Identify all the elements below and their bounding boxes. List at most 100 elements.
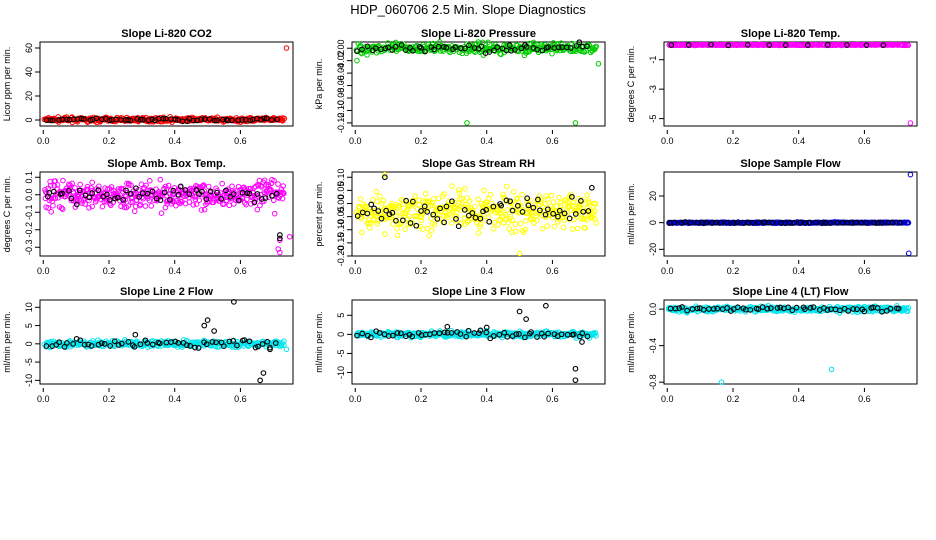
data-point-black xyxy=(246,338,253,345)
data-point xyxy=(577,204,584,211)
data-point-black xyxy=(827,220,834,226)
data-point xyxy=(412,193,419,199)
data-point-black xyxy=(718,220,724,226)
data-point xyxy=(279,195,286,202)
data-point xyxy=(464,219,471,225)
y-tick-label: -0.2 xyxy=(24,222,34,238)
data-point-black xyxy=(214,117,220,124)
x-tick-label: 0.4 xyxy=(168,266,181,276)
data-point-black xyxy=(687,220,694,226)
data-point-black xyxy=(694,219,701,226)
data-point-black xyxy=(501,329,508,336)
data-point xyxy=(122,197,128,203)
data-point xyxy=(519,191,525,198)
y-tick-label: -0.08 xyxy=(336,88,346,109)
data-point-black xyxy=(107,197,113,203)
x-tick-label: 0.0 xyxy=(37,266,50,276)
chart-title: Slope Line 2 Flow xyxy=(120,286,213,298)
data-point-black xyxy=(699,219,706,226)
data-point-black xyxy=(50,117,56,124)
data-point xyxy=(561,217,568,223)
data-point xyxy=(162,183,169,190)
data-point xyxy=(219,180,225,187)
data-point-black xyxy=(545,330,551,337)
data-point xyxy=(435,195,442,202)
data-point-black xyxy=(834,220,841,226)
x-tick-label: 0.0 xyxy=(661,266,674,276)
data-point xyxy=(355,203,362,210)
data-point xyxy=(584,192,591,198)
data-point xyxy=(205,183,212,190)
data-point xyxy=(416,202,423,208)
data-point xyxy=(281,190,287,197)
data-point xyxy=(445,198,452,205)
data-point xyxy=(551,223,558,230)
data-point xyxy=(593,220,599,226)
data-point xyxy=(593,43,600,50)
data-point-black xyxy=(364,210,371,217)
data-point xyxy=(500,220,507,226)
data-point-black xyxy=(813,219,819,226)
data-point xyxy=(428,227,435,233)
data-point-black xyxy=(410,198,416,205)
data-point-black xyxy=(709,220,715,226)
y-tick-label: 0 xyxy=(648,220,658,225)
data-point xyxy=(128,182,134,189)
data-point-black xyxy=(418,44,424,51)
data-point-black xyxy=(448,330,455,336)
data-point-black xyxy=(878,220,885,226)
data-point-black xyxy=(263,115,270,122)
data-point-black xyxy=(235,117,242,124)
data-point-black xyxy=(70,341,76,347)
data-point xyxy=(592,208,598,215)
data-point-black xyxy=(679,304,685,310)
data-point-black xyxy=(398,330,404,337)
outlier-point-black xyxy=(516,308,523,315)
data-point-black xyxy=(211,117,218,124)
data-point-black xyxy=(524,195,531,202)
data-point xyxy=(54,182,61,188)
x-tick-label: 0.0 xyxy=(349,394,362,404)
data-point-black xyxy=(389,47,396,53)
data-point-black xyxy=(229,117,235,124)
data-point xyxy=(143,182,149,189)
outlier-point-black xyxy=(523,316,529,322)
x-tick-label: 0.2 xyxy=(415,394,428,404)
data-point-black xyxy=(120,196,126,203)
data-point xyxy=(431,221,438,228)
y-axis-label: kPa per min. xyxy=(314,59,324,110)
outlier-point xyxy=(283,45,290,51)
data-point-black xyxy=(118,340,125,347)
outlier-point xyxy=(464,120,470,126)
data-point-black xyxy=(413,222,420,229)
data-point-black xyxy=(509,207,516,214)
y-axis-label: ml/min per min. xyxy=(314,311,324,373)
chart-title: Slope Line 3 Flow xyxy=(432,286,525,298)
outlier-point xyxy=(354,57,360,64)
data-point-black xyxy=(824,307,831,313)
data-point xyxy=(394,232,401,239)
data-point-black xyxy=(850,306,857,312)
data-point xyxy=(226,202,233,209)
data-point xyxy=(556,194,562,201)
data-point-black xyxy=(896,219,903,226)
data-point-black xyxy=(378,215,385,222)
data-point-black xyxy=(134,115,141,122)
x-tick-label: 0.0 xyxy=(661,394,674,404)
data-point-black xyxy=(398,42,405,48)
y-tick-label: -20 xyxy=(648,243,658,256)
data-point-black xyxy=(708,41,714,48)
data-point xyxy=(196,197,203,204)
data-point-black xyxy=(235,197,242,204)
data-point-black xyxy=(207,188,214,195)
data-point xyxy=(509,229,515,236)
data-point-black xyxy=(483,207,489,213)
data-point xyxy=(47,182,54,189)
data-point-black xyxy=(537,207,543,214)
data-point xyxy=(131,208,138,215)
data-point xyxy=(555,219,561,225)
data-point-black xyxy=(822,220,828,226)
y-tick-label: 10 xyxy=(24,302,34,312)
data-point xyxy=(529,206,535,212)
data-point-black xyxy=(131,343,138,350)
